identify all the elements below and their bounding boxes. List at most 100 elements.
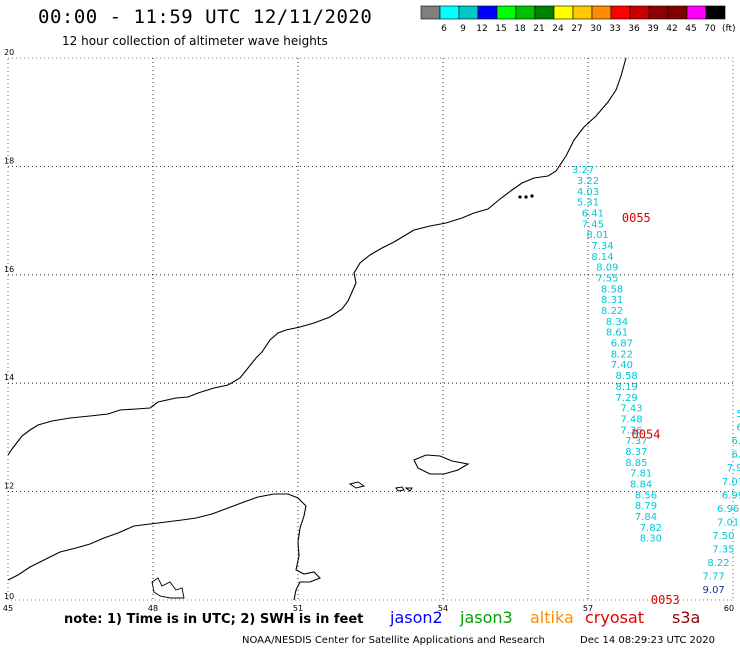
wave-height-value: 8.09: [596, 263, 618, 274]
legend-swatch: [496, 5, 517, 20]
wave-height-value: 8.22: [611, 349, 633, 360]
lon-tick-label: 45: [3, 604, 13, 613]
wave-height-value: 8.31: [601, 295, 623, 306]
wave-height-value: 7.48: [620, 414, 642, 425]
legend-bin-label: 70: [704, 24, 716, 34]
legend-swatch: [572, 5, 593, 20]
wave-height-value: 7.98: [727, 463, 740, 474]
color-legend: 6 9 12 15 18 21 24 27 30 33 36 39 42 45 70 (ft): [420, 5, 736, 34]
wave-height-value: 3.22: [577, 176, 599, 187]
legend-bin-label: 36: [628, 24, 640, 34]
legend-swatch: [629, 5, 650, 20]
wave-height-value: 8.79: [635, 501, 657, 512]
legend-jason2: jason2: [390, 608, 443, 627]
legend-jason3: jason3: [460, 608, 513, 627]
legend-swatch: [553, 5, 574, 20]
lat-tick-label: 14: [4, 373, 14, 382]
lat-lon-grid: [7, 57, 734, 601]
lon-tick-label: 60: [724, 604, 734, 613]
lon-tick-label: 51: [293, 604, 303, 613]
wave-height-value: 5.93: [736, 409, 740, 420]
wave-height-value: 7.36: [620, 425, 642, 436]
legend-bin-label: 24: [552, 24, 564, 34]
wave-height-value: 7.84: [635, 512, 657, 523]
time-labels: 0055005406130053061: [622, 211, 680, 607]
legend-swatch: [477, 5, 498, 20]
wave-height-value: 4.03: [577, 187, 599, 198]
wave-height-value: 3.27: [572, 165, 594, 176]
islet-shape: [395, 486, 405, 492]
wave-height-value: 7.07: [722, 477, 740, 488]
map-subtitle: 12 hour collection of altimeter wave hei…: [62, 34, 328, 48]
islet-dot: [530, 194, 534, 198]
legend-bin-label: 45: [685, 24, 696, 34]
wave-height-value: 6.41: [582, 208, 604, 219]
legend-swatch: [591, 5, 612, 20]
legend-unit: (ft): [722, 24, 736, 34]
wave-height-value: 6.02: [732, 450, 740, 461]
wave-height-value: 6.87: [611, 339, 633, 350]
wave-height-value: 8.19: [616, 382, 638, 393]
wave-height-value: 6.96: [717, 504, 739, 515]
legend-bin-label: 15: [495, 24, 506, 34]
wave-height-value: 8.34: [606, 317, 628, 328]
legend-swatch: [420, 5, 441, 20]
wave-height-value: 7.37: [625, 436, 647, 447]
footer-credit: NOAA/NESDIS Center for Satellite Applica…: [242, 635, 545, 646]
lon-tick-label: 54: [438, 604, 448, 613]
wave-height-value: 7.77: [703, 572, 725, 583]
legend-swatch: [705, 5, 726, 20]
wave-height-value: 7.40: [611, 360, 633, 371]
wave-height-value: 8.30: [640, 534, 662, 545]
lat-tick-label: 12: [4, 482, 14, 491]
wave-height-value: 7.55: [596, 274, 618, 285]
southern-coastline-path: [7, 493, 321, 601]
pass-time-label: 0054: [632, 428, 661, 442]
footer-note: note: 1) Time is in UTC; 2) SWH is in fe…: [64, 612, 364, 627]
wave-height-value: 8.22: [707, 558, 729, 569]
islet-shape: [404, 487, 413, 492]
legend-swatch: [515, 5, 536, 20]
wave-height-value: 6.23: [736, 423, 740, 434]
legend-bin-label: 9: [460, 24, 466, 34]
legend-bin-label: 27: [571, 24, 582, 34]
wave-height-value: 7.01: [717, 517, 739, 528]
legend-bin-label: 42: [666, 24, 677, 34]
islet-shape: [348, 481, 366, 489]
legend-bin-label: 30: [590, 24, 602, 34]
legend-swatch: [439, 5, 460, 20]
wave-height-value: 8.85: [625, 458, 647, 469]
coastline-path: [7, 57, 627, 456]
legend-swatch: [686, 5, 707, 20]
legend-bin-label: 39: [647, 24, 659, 34]
lon-tick-label: 48: [148, 604, 158, 613]
wave-height-value: 5.31: [577, 198, 599, 209]
legend-swatch: [534, 5, 555, 20]
legend-bin-label: 18: [514, 24, 526, 34]
wave-height-value: 8.14: [591, 252, 613, 263]
wave-height-value: 7.50: [712, 531, 734, 542]
pass-time-label: 0055: [622, 211, 651, 225]
wave-height-value: 7.34: [591, 241, 613, 252]
legend-swatch: [667, 5, 688, 20]
wave-height-value: 6.18: [732, 436, 740, 447]
island-shape: [413, 454, 470, 475]
wave-height-value: 8.61: [606, 328, 628, 339]
map-title: 00:00 - 11:59 UTC 12/11/2020: [38, 6, 373, 28]
legend-bin-label: 21: [533, 24, 544, 34]
wave-height-value: 7.81: [630, 469, 652, 480]
wave-height-value: 7.35: [712, 545, 734, 556]
legend-swatch: [458, 5, 479, 20]
legend-altika: altika: [530, 608, 574, 627]
wave-height-value: 8.22: [601, 306, 623, 317]
lat-tick-label: 18: [4, 156, 14, 165]
wave-height-value: 9.07: [703, 585, 725, 596]
islet-dot: [524, 195, 528, 199]
lat-tick-label: 10: [4, 592, 14, 601]
legend-bin-label: 6: [441, 24, 447, 34]
pass-time-label: 0053: [651, 593, 680, 607]
footer-timestamp: Dec 14 08:29:23 UTC 2020: [580, 635, 715, 646]
wave-height-value: 8.58: [616, 371, 638, 382]
wave-height-value: 7.43: [620, 404, 642, 415]
